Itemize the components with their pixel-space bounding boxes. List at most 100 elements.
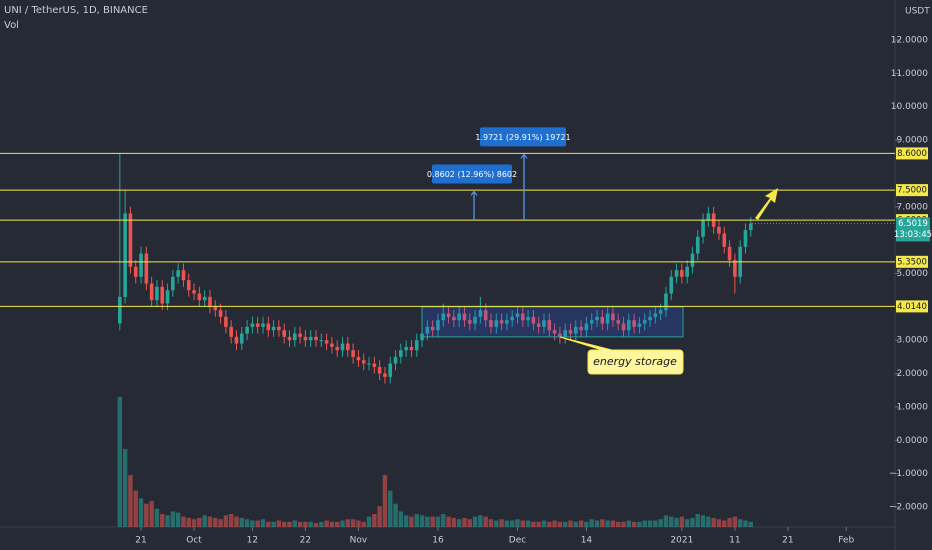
volume-bar xyxy=(223,515,229,527)
x-tick-label: 11 xyxy=(729,536,740,546)
candle-body xyxy=(690,253,695,267)
volume-bar xyxy=(144,503,149,527)
level-tag xyxy=(896,300,928,313)
candle-body xyxy=(531,316,536,324)
candle-body xyxy=(648,316,652,321)
volume-bar xyxy=(287,521,292,527)
volume-bar xyxy=(356,520,361,527)
volume-bar xyxy=(451,517,457,527)
candle-body xyxy=(176,270,180,277)
volume-bar xyxy=(239,517,244,527)
candle-body xyxy=(340,343,345,351)
candle-body xyxy=(467,320,472,324)
candle-body xyxy=(239,333,244,344)
volume-label: Vol xyxy=(4,20,19,31)
candle-body xyxy=(149,283,154,301)
candle-body xyxy=(377,366,382,374)
x-tick-label: Nov xyxy=(350,536,368,546)
volume-bar xyxy=(435,516,441,527)
candle-body xyxy=(409,346,414,351)
candle-body xyxy=(748,223,753,231)
volume-bar xyxy=(154,508,160,527)
candle-body xyxy=(404,346,408,351)
volume-bar xyxy=(382,475,388,527)
candle-body xyxy=(118,296,122,324)
candle-body xyxy=(314,336,318,341)
candle-body xyxy=(319,340,324,342)
candle-body xyxy=(642,320,647,324)
candle-body xyxy=(330,343,334,347)
volume-bar xyxy=(748,521,753,527)
candle-body xyxy=(266,323,271,331)
x-tick-label: Oct xyxy=(186,536,202,546)
candle-body xyxy=(653,313,658,317)
volume-bar xyxy=(589,519,594,527)
x-tick-label: 2021 xyxy=(670,536,693,546)
volume-bar xyxy=(335,521,340,527)
volume-bar xyxy=(737,519,743,527)
volume-bar xyxy=(584,521,589,527)
volume-bar xyxy=(605,520,610,527)
candle-body xyxy=(595,316,599,321)
volume-bar xyxy=(419,515,425,527)
candle-body xyxy=(261,323,265,327)
candle-body xyxy=(627,320,631,331)
volume-bar xyxy=(218,519,223,527)
candle-body xyxy=(457,313,461,321)
volume-bar xyxy=(690,517,695,527)
volume-bar xyxy=(207,516,213,527)
volume-bar xyxy=(160,514,165,527)
volume-bar xyxy=(213,517,218,527)
candle-body xyxy=(229,326,233,337)
level-label: 4.0140 xyxy=(897,302,927,312)
volume-bar xyxy=(727,517,732,527)
y-tick-label: 11.0000 xyxy=(891,69,928,79)
volume-bar xyxy=(372,514,377,527)
volume-bar xyxy=(234,516,239,527)
volume-bar xyxy=(504,520,510,527)
volume-bar xyxy=(637,521,642,527)
volume-bar xyxy=(303,521,308,527)
candle-body xyxy=(356,356,361,361)
candle-body xyxy=(701,220,705,237)
volume-bar xyxy=(621,521,626,527)
volume-bar xyxy=(398,511,404,527)
candle-body xyxy=(658,310,663,314)
volume-bar xyxy=(594,520,600,527)
volume-bar xyxy=(260,519,266,527)
volume-bar xyxy=(578,520,584,527)
candle-body xyxy=(255,323,260,327)
candle-body xyxy=(462,313,467,321)
x-tick-label: 14 xyxy=(581,536,593,546)
level-tag xyxy=(896,147,928,160)
volume-bar xyxy=(488,519,494,527)
countdown-label: 13:03:45 xyxy=(894,230,932,240)
volume-bar xyxy=(250,520,255,527)
volume-bar xyxy=(313,523,319,527)
candle-body xyxy=(621,323,626,331)
x-tick-label: 21 xyxy=(135,536,146,546)
x-tick-label: 22 xyxy=(300,536,311,546)
volume-bar xyxy=(499,519,504,527)
y-tick-label: 10.0000 xyxy=(891,102,928,112)
volume-bar xyxy=(446,516,451,527)
candle-body xyxy=(478,310,483,317)
candle-body xyxy=(452,316,456,321)
volume-bar xyxy=(547,521,552,527)
volume-bar xyxy=(345,519,351,527)
candle-body xyxy=(414,340,419,351)
measure-box xyxy=(432,164,512,184)
y-tick-label: −2.0000 xyxy=(889,502,928,512)
candle-body xyxy=(399,350,403,357)
candle-body xyxy=(224,316,228,327)
level-label: 7.5000 xyxy=(897,186,927,196)
annotation-text: energy storage xyxy=(593,355,677,368)
volume-bar xyxy=(674,517,679,527)
volume-bar xyxy=(292,520,297,527)
volume-bar xyxy=(494,520,499,527)
volume-bar xyxy=(711,517,716,527)
volume-bar xyxy=(631,521,637,527)
volume-bar xyxy=(600,519,605,527)
x-tick-label: 16 xyxy=(432,536,444,546)
volume-bar xyxy=(462,517,467,527)
